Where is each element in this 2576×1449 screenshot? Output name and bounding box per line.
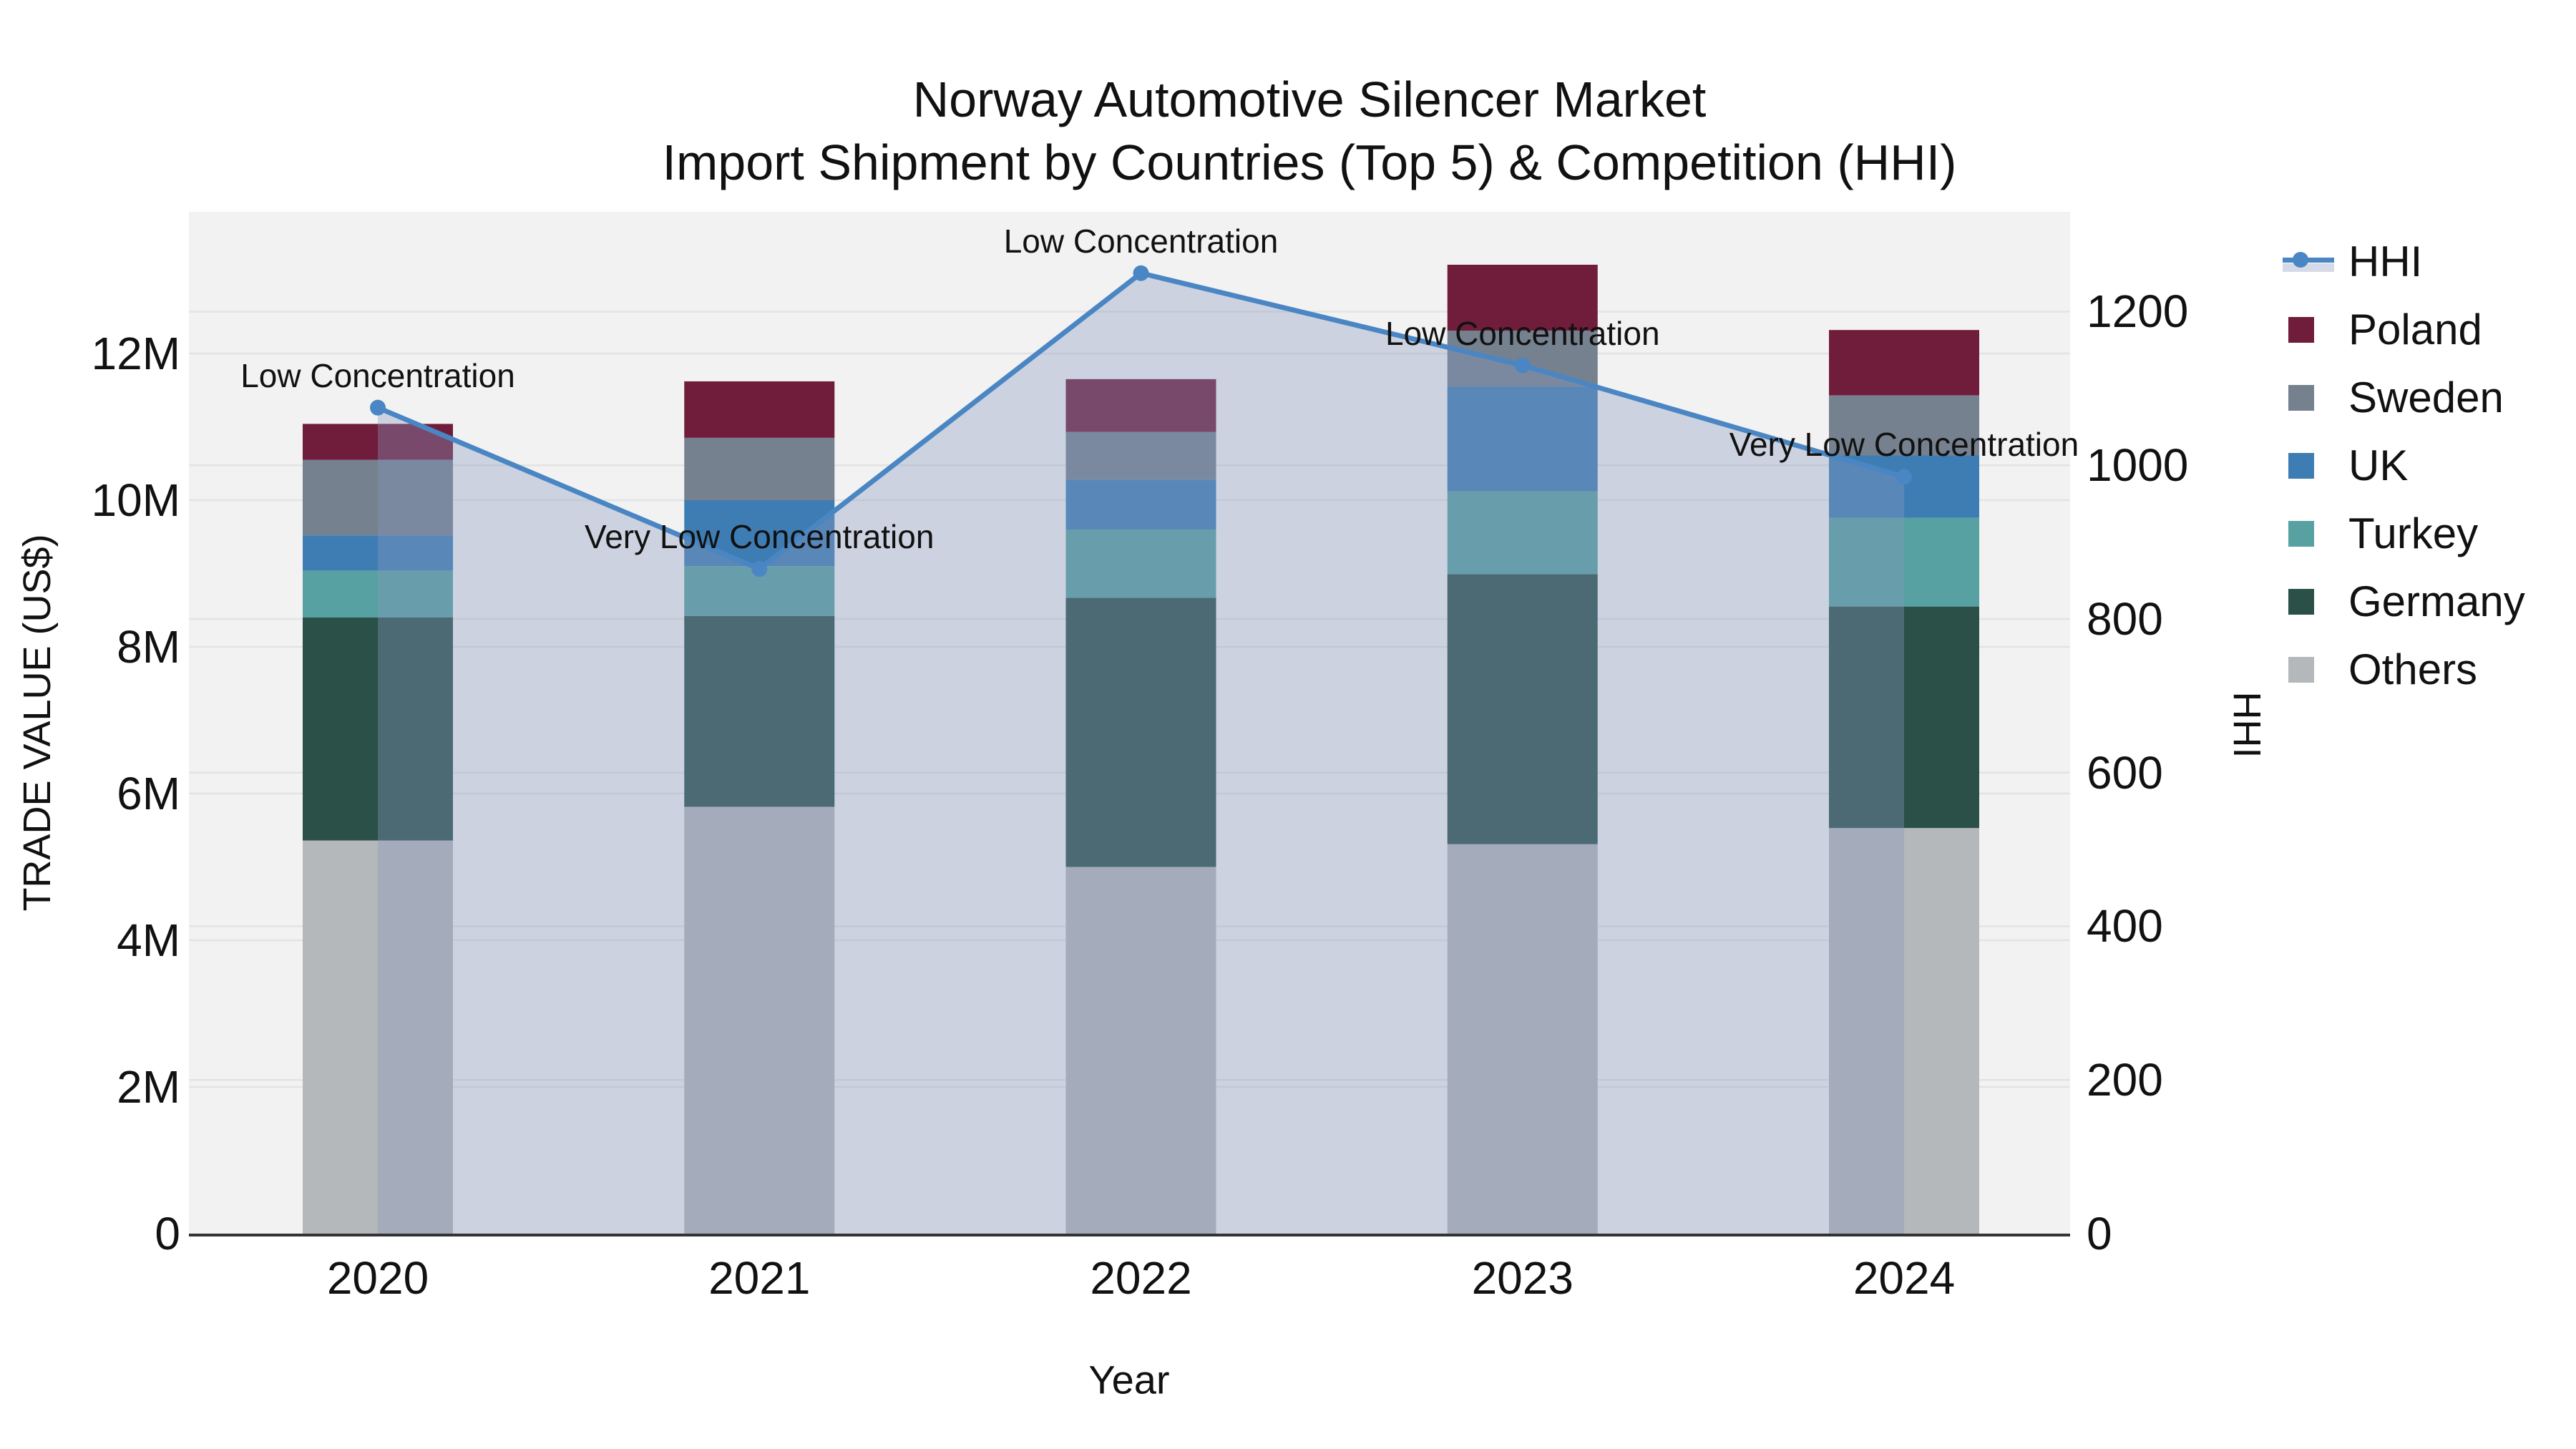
hhi-marker-2021[interactable] bbox=[751, 561, 768, 577]
legend-color-swatch-others bbox=[2288, 656, 2314, 683]
legend-hhi-area-swatch bbox=[2283, 263, 2334, 272]
y-left-tick-2M: 2M bbox=[117, 1061, 180, 1113]
legend-label-germany: Germany bbox=[2348, 577, 2525, 625]
bar-segment-2020-germany[interactable] bbox=[303, 618, 453, 841]
legend-swatch-slot bbox=[2283, 653, 2334, 686]
legend-item-others[interactable]: Others bbox=[2283, 635, 2525, 703]
bar-segment-2023-poland[interactable] bbox=[1447, 264, 1598, 331]
bar-segment-2024-sweden[interactable] bbox=[1829, 395, 1979, 456]
y-left-tick-4M: 4M bbox=[117, 914, 180, 966]
y-axis-right-title: HHI bbox=[2225, 691, 2268, 758]
legend-swatch-slot bbox=[2283, 381, 2334, 414]
legend: HHI Poland Sweden UK Turkey Germany Others bbox=[2283, 228, 2525, 703]
bar-segment-2020-others[interactable] bbox=[303, 840, 453, 1234]
bar-segment-2022-uk[interactable] bbox=[1065, 479, 1216, 530]
bar-segment-2022-germany[interactable] bbox=[1065, 597, 1216, 867]
hhi-marker-2022[interactable] bbox=[1133, 265, 1149, 281]
legend-swatch-slot bbox=[2283, 449, 2334, 482]
legend-hhi-line-sample bbox=[2283, 245, 2334, 278]
annotation-2021: Very Low Concentration bbox=[585, 518, 935, 556]
hhi-marker-2024[interactable] bbox=[1896, 469, 1912, 485]
bar-segment-2020-turkey[interactable] bbox=[303, 570, 453, 618]
annotation-2024: Very Low Concentration bbox=[1729, 426, 2079, 464]
y-left-tick-12M: 12M bbox=[91, 328, 181, 379]
bar-segment-2021-sweden[interactable] bbox=[684, 437, 835, 500]
bar-segment-2021-poland[interactable] bbox=[684, 381, 835, 438]
legend-color-swatch-germany bbox=[2288, 588, 2314, 615]
legend-item-hhi[interactable]: HHI bbox=[2283, 228, 2525, 296]
legend-item-sweden[interactable]: Sweden bbox=[2283, 364, 2525, 431]
chart-title-line2: Import Shipment by Countries (Top 5) & C… bbox=[662, 135, 1957, 190]
y-axis-left-title: TRADE VALUE (US$) bbox=[16, 534, 59, 912]
legend-label-others: Others bbox=[2348, 645, 2478, 693]
legend-item-germany[interactable]: Germany bbox=[2283, 567, 2525, 635]
legend-color-swatch-turkey bbox=[2288, 520, 2314, 547]
y-right-tick-0: 0 bbox=[2087, 1208, 2112, 1259]
legend-label-poland: Poland bbox=[2348, 306, 2482, 353]
legend-item-uk[interactable]: UK bbox=[2283, 431, 2525, 499]
bar-segment-2020-uk[interactable] bbox=[303, 535, 453, 571]
y-right-tick-200: 200 bbox=[2087, 1054, 2163, 1106]
y-left-tick-0: 0 bbox=[155, 1208, 180, 1259]
legend-hhi-line-swatch bbox=[2283, 257, 2334, 263]
bar-segment-2024-turkey[interactable] bbox=[1829, 517, 1979, 607]
legend-color-swatch-sweden bbox=[2288, 384, 2314, 411]
annotation-2022: Low Concentration bbox=[1003, 222, 1279, 260]
bar-segment-2021-germany[interactable] bbox=[684, 615, 835, 807]
bar-segment-2020-sweden[interactable] bbox=[303, 459, 453, 536]
legend-color-swatch-uk bbox=[2288, 452, 2314, 479]
legend-swatch-slot bbox=[2283, 313, 2334, 346]
y-left-tick-6M: 6M bbox=[117, 768, 180, 819]
bar-segment-2024-germany[interactable] bbox=[1829, 606, 1979, 829]
y-right-tick-800: 800 bbox=[2087, 592, 2163, 645]
legend-swatch-slot bbox=[2283, 517, 2334, 550]
bar-segment-2022-sweden[interactable] bbox=[1065, 431, 1216, 480]
y-left-tick-10M: 10M bbox=[91, 474, 181, 526]
hhi-marker-2020[interactable] bbox=[370, 399, 386, 416]
x-tick-2022: 2022 bbox=[1090, 1252, 1192, 1304]
x-tick-2021: 2021 bbox=[708, 1252, 811, 1304]
y-right-tick-600: 600 bbox=[2087, 746, 2163, 799]
x-tick-2023: 2023 bbox=[1471, 1252, 1574, 1304]
hhi-marker-2023[interactable] bbox=[1514, 357, 1531, 374]
bar-segment-2022-others[interactable] bbox=[1065, 867, 1216, 1234]
y-left-tick-8M: 8M bbox=[117, 621, 180, 673]
bar-segment-2022-poland[interactable] bbox=[1065, 379, 1216, 432]
x-tick-2024: 2024 bbox=[1853, 1252, 1956, 1304]
legend-label-turkey: Turkey bbox=[2348, 509, 2479, 557]
y-right-tick-1000: 1000 bbox=[2087, 439, 2189, 492]
annotation-2020: Low Concentration bbox=[240, 356, 515, 394]
x-axis-title: Year bbox=[1088, 1357, 1170, 1402]
legend-label-uk: UK bbox=[2348, 441, 2409, 489]
legend-item-turkey[interactable]: Turkey bbox=[2283, 499, 2525, 567]
bar-segment-2023-uk[interactable] bbox=[1447, 386, 1598, 492]
bar-segment-2022-turkey[interactable] bbox=[1065, 530, 1216, 598]
legend-swatch-slot bbox=[2283, 585, 2334, 618]
bar-segment-2024-others[interactable] bbox=[1829, 828, 1979, 1234]
x-tick-2020: 2020 bbox=[326, 1252, 429, 1304]
y-right-tick-1200: 1200 bbox=[2087, 286, 2189, 338]
legend-color-swatch-poland bbox=[2288, 316, 2314, 343]
legend-label-hhi: HHI bbox=[2348, 238, 2423, 286]
legend-item-poland[interactable]: Poland bbox=[2283, 296, 2525, 364]
bar-segment-2023-germany[interactable] bbox=[1447, 574, 1598, 844]
bar-segment-2023-others[interactable] bbox=[1447, 844, 1598, 1234]
bar-segment-2023-turkey[interactable] bbox=[1447, 491, 1598, 575]
chart-title: Norway Automotive Silencer Market Import… bbox=[43, 68, 2576, 194]
legend-label-sweden: Sweden bbox=[2348, 374, 2504, 421]
hhi-area-fill bbox=[378, 273, 1904, 1234]
annotation-2023: Low Concentration bbox=[1385, 314, 1660, 352]
bar-segment-2024-uk[interactable] bbox=[1829, 455, 1979, 518]
bar-segment-2021-others[interactable] bbox=[684, 806, 835, 1234]
legend-hhi-marker-swatch bbox=[2293, 251, 2308, 268]
bar-segment-2024-poland[interactable] bbox=[1829, 330, 1979, 396]
chart-title-line1: Norway Automotive Silencer Market bbox=[912, 72, 1707, 127]
y-right-tick-400: 400 bbox=[2087, 900, 2163, 952]
